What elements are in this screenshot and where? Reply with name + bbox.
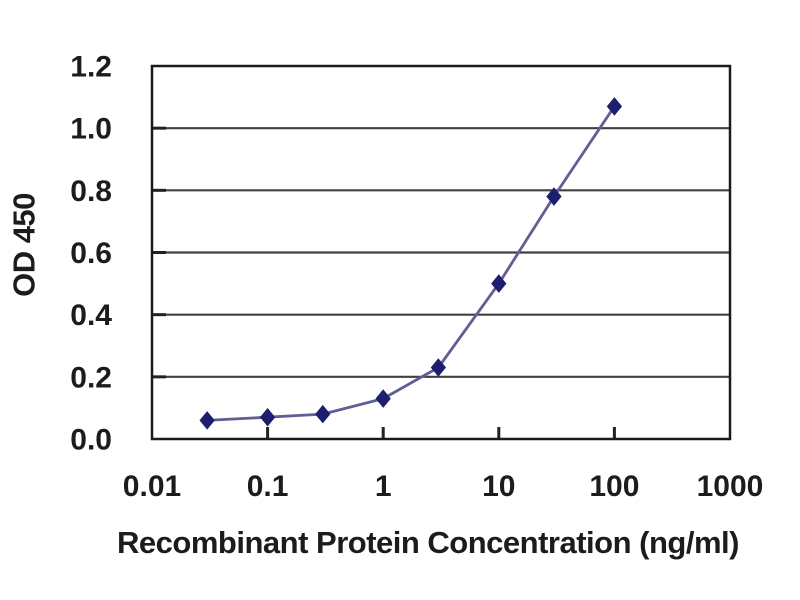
data-point-marker [546, 187, 562, 206]
data-point-marker [491, 274, 507, 293]
data-point-marker [606, 97, 623, 116]
x-tick-label: 1000 [697, 470, 764, 503]
data-point-marker [199, 411, 215, 430]
y-tick-label: 1.2 [70, 51, 112, 84]
x-axis-title: Recombinant Protein Concentration (ng/ml… [117, 525, 739, 560]
data-point-marker [315, 404, 331, 424]
data-point-marker [430, 358, 447, 377]
x-tick-label: 10 [482, 470, 515, 503]
y-tick-label: 0.4 [70, 299, 112, 332]
plot-frame [150, 64, 732, 441]
x-tick-label: 0.01 [123, 470, 181, 503]
x-tick-label: 0.1 [247, 470, 289, 503]
data-point-marker [375, 389, 391, 408]
y-tick-label: 0.2 [70, 361, 112, 394]
chart-body: 0.0 0.2 0.4 0.6 0.8 1.0 1.2 0.01 0.1 1 10 100 1000 [70, 51, 763, 504]
data-point-marker [259, 407, 276, 427]
y-tick-label: 1.0 [70, 113, 112, 146]
series-line [207, 105, 616, 422]
y-tick-label: 0.6 [70, 237, 112, 270]
y-tick-label: 0.8 [70, 175, 112, 208]
x-tick-label: 1 [375, 470, 392, 503]
x-tick-label: 100 [589, 470, 639, 503]
y-axis-title: OD 450 [7, 193, 42, 297]
y-tick-label: 0.0 [70, 424, 112, 457]
